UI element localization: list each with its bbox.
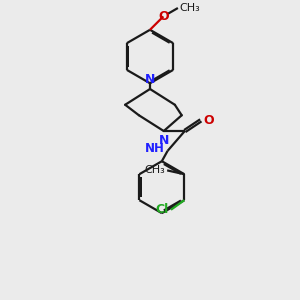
Text: CH₃: CH₃: [180, 3, 200, 13]
Text: O: O: [158, 10, 169, 23]
Text: N: N: [145, 73, 155, 86]
Text: O: O: [203, 114, 214, 127]
Text: N: N: [159, 134, 170, 147]
Text: Cl: Cl: [155, 203, 169, 216]
Text: CH₃: CH₃: [145, 165, 165, 176]
Text: NH: NH: [145, 142, 164, 155]
